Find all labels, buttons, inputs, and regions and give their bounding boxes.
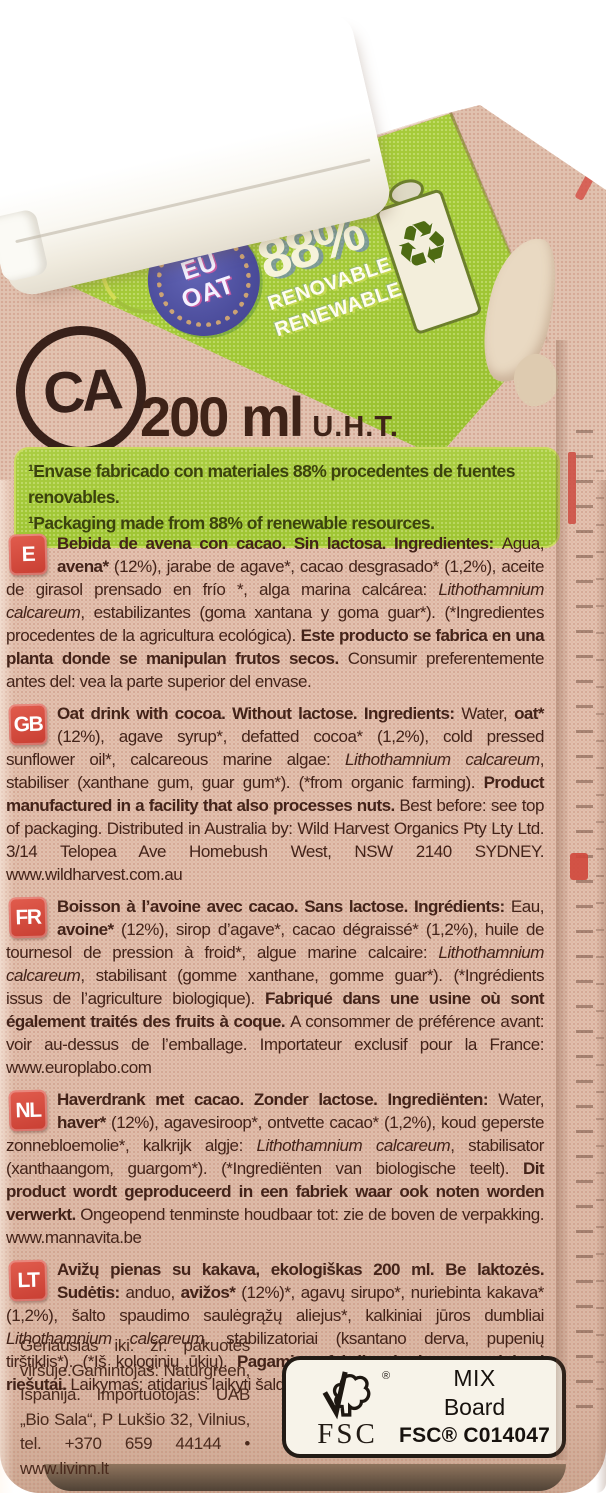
side-print-red-sliver	[568, 452, 576, 524]
ingredient-text-segment: Consumir preferentemente antes del: vea …	[6, 649, 544, 691]
ingredient-text-segment: Este producto se fabrica en una planta d…	[6, 626, 545, 668]
volume-value: 200 ml	[140, 385, 304, 448]
ingredient-text-segment: Best before: see top of packaging. Distr…	[6, 796, 544, 884]
lang-badge-lt: LT	[8, 1259, 48, 1302]
eu-badge-text-line2: OAT	[177, 270, 238, 315]
fsc-certification-label: FSC ® MIX Board FSC® C014047	[282, 1356, 566, 1458]
volume-statement: 200 ml U.H.T.	[140, 384, 399, 449]
carton-bottom-shadow	[44, 1464, 566, 1491]
footnote-line-en: ¹Packaging made from 88% of renewable re…	[28, 513, 435, 533]
ingredient-text-segment: Lithothamnium calcareum	[6, 580, 544, 622]
ingredient-text-segment: Ongeopend tenminste houdbaar tot: zie de…	[6, 1205, 544, 1247]
ingredient-text-segment: Boisson à l’avoine avec cacao. Sans lact…	[57, 897, 511, 916]
registered-mark: ®	[382, 1370, 391, 1382]
ingredient-text-segment: Lithothamnium calcareum	[256, 1136, 451, 1155]
ingredient-text-segment: avena*	[57, 557, 109, 576]
ingredient-text-segment: , stabilisant (gomme xanthane, gomme gua…	[6, 966, 544, 1008]
ingredient-text-segment: (12%)*, agavų sirupo*, nuriebinta kakava…	[6, 1283, 544, 1325]
side-print-red-sliver	[574, 150, 606, 202]
ingredient-text-segment: Bebida de avena con cacao. Sin lactosa. …	[57, 534, 502, 553]
uht-label: U.H.T.	[312, 411, 399, 443]
section-nl: NL Haverdrank met cacao. Zonder lactose. …	[6, 1088, 545, 1249]
fsc-tree-check-icon	[322, 1371, 370, 1420]
ingredient-text-segment: (12%), sirop d’agave*, cacao dégraissé* …	[6, 920, 544, 962]
ingredient-text-segment: A consommer de préférence avant: voir au…	[6, 1012, 544, 1077]
ingredient-text-segment: oat*	[514, 704, 544, 723]
ingredient-text-segment: Water,	[461, 704, 515, 723]
fsc-mix-label: MIX	[453, 1365, 496, 1391]
ingredient-text-segment: (12%), agavesiroop*, ontvette cacao* (1,…	[6, 1113, 544, 1155]
ingredient-text-segment: haver*	[57, 1113, 106, 1132]
ingredient-text-segment: Haverdrank met cacao. Zonder lactose. In…	[57, 1090, 499, 1109]
ingredient-text-segment: , stabiliser (xanthane gum, guar gum*). …	[6, 750, 545, 792]
ingredient-text-segment: Product manufactured in a facility that …	[6, 773, 545, 815]
ingredient-text-segment: Lithothamnium calcareum	[6, 943, 544, 985]
ingredient-text-segment: Avižų pienas su kakava, ekologiškas 200 …	[57, 1260, 545, 1302]
section-es: E Bebida de avena con cacao. Sin lactosa.…	[6, 532, 545, 693]
ingredient-text-segment: Water,	[498, 1090, 544, 1109]
lang-badge-e: E	[8, 533, 48, 576]
producer-address-block: Geriausias iki: žr. pakuotės viršuje.Gam…	[20, 1336, 250, 1478]
ingredient-text-segment: Eau,	[510, 897, 545, 916]
ingredient-text-segment: avoine*	[57, 920, 114, 939]
ingredient-text-segment: avižos*	[180, 1283, 236, 1302]
ingredient-text-segment: , estabilizantes (goma xantana y goma gu…	[6, 603, 544, 645]
ingredient-text-segment: Dit product wordt geproduceerd in een fa…	[6, 1159, 545, 1224]
ingredients-sections: E Bebida de avena con cacao. Sin lactosa.…	[6, 532, 545, 1405]
fsc-acronym: FSC	[317, 1418, 378, 1450]
ingredient-text-segment: Oat drink with cocoa. Without lactose. I…	[57, 704, 462, 723]
ingredient-text-segment: Lithothamnium calcareum	[6, 1329, 204, 1348]
ingredient-text-segment: , stabilizatoriai (ksantano derva, pupen…	[6, 1329, 545, 1371]
ca-mark-label: CA	[40, 355, 122, 427]
side-face-fine-print	[576, 430, 593, 1430]
ingredient-text-segment: Lithothamnium calcareum	[344, 750, 540, 769]
renewable-footnote-box: ¹Envase fabricado con materiales 88% pro…	[14, 447, 560, 548]
ingredient-text-segment: , stabilisator (xanthaangom, guargom*). …	[6, 1136, 544, 1178]
ingredient-text-segment: (12%), jarabe de agave*, cacao desgrasad…	[6, 557, 544, 599]
carton-edge-crease	[556, 340, 568, 1460]
fsc-license-code: FSC® C014047	[399, 1424, 550, 1447]
lang-badge-nl: NL	[8, 1089, 48, 1132]
footnote-line-es: ¹Envase fabricado con materiales 88% pro…	[28, 461, 515, 507]
ingredient-text-segment: Fabriqué dans une usine où sont égalemen…	[6, 989, 545, 1031]
ingredient-text-segment: (12%), agave syrup*, defatted cocoa* (1,…	[6, 727, 544, 769]
ingredient-text-segment: anduo,	[125, 1283, 181, 1302]
section-fr: FR Boisson à l’avoine avec cacao. Sans la…	[6, 895, 545, 1079]
side-face-lang-badge-partial	[570, 853, 588, 880]
lang-badge-fr: FR	[8, 896, 48, 939]
section-gb: GB Oat drink with cocoa. Without lactose.…	[6, 702, 545, 886]
lang-badge-gb: GB	[8, 703, 48, 746]
fsc-board-label: Board	[443, 1394, 506, 1420]
ingredient-text-segment: Agua,	[501, 534, 545, 553]
side-face-fine-print	[596, 470, 604, 1410]
